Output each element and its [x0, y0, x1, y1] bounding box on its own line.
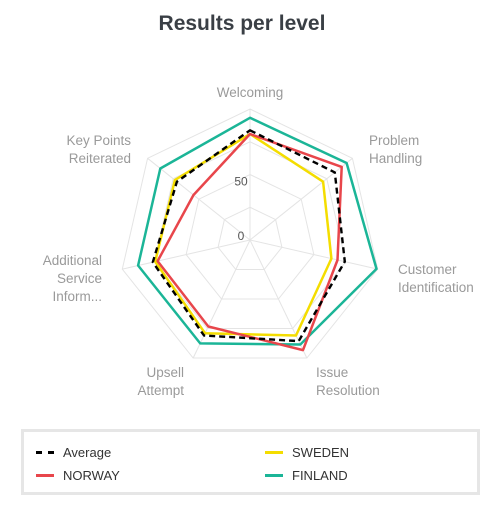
- axis-label-6: Additional Service Inform...: [43, 253, 102, 304]
- axis-label-4-line-1: Issue: [316, 365, 348, 380]
- grid-ring-3: [153, 141, 347, 330]
- axis-label-5-line-2: Attempt: [137, 383, 184, 398]
- axis-label-7-line-1: Key Points: [66, 133, 131, 148]
- legend-swatch-finland: [265, 474, 283, 477]
- axis-label-2-line-2: Handling: [369, 151, 422, 166]
- series-finland: [136, 116, 378, 346]
- legend-swatch-norway: [36, 474, 54, 477]
- axis-label-6-line-2: Service: [57, 271, 102, 286]
- axis-label-2-line-1: Problem: [369, 133, 419, 148]
- radar-series: [136, 116, 378, 352]
- tick-label-0: 0: [238, 229, 245, 243]
- series-average: [151, 129, 346, 343]
- legend-item-norway[interactable]: NORWAY: [36, 468, 120, 483]
- radar-ticks: 0 50: [234, 175, 248, 244]
- legend-label-norway: NORWAY: [63, 468, 120, 483]
- axis-label-6-line-1: Additional: [43, 253, 102, 268]
- axis-label-5: Upsell Attempt: [137, 365, 184, 398]
- grid-ring-4: [121, 108, 379, 359]
- spoke-6: [122, 239, 251, 270]
- legend-swatch-sweden: [265, 451, 283, 454]
- spoke-7: [147, 157, 251, 241]
- axis-label-6-line-3: Inform...: [52, 289, 102, 304]
- series-norway: [156, 132, 343, 352]
- legend-swatch-average: [36, 451, 54, 454]
- axis-label-4: Issue Resolution: [316, 365, 380, 398]
- axis-label-3: Customer Identification: [398, 262, 474, 295]
- axis-label-3-line-1: Customer: [398, 262, 457, 277]
- legend-item-finland[interactable]: FINLAND: [265, 468, 348, 483]
- axis-label-7-line-2: Reiterated: [69, 151, 131, 166]
- grid-ring-1: [217, 206, 283, 271]
- axis-label-4-line-2: Resolution: [316, 383, 380, 398]
- axis-label-7: Key Points Reiterated: [66, 133, 131, 166]
- axis-label-2: Problem Handling: [369, 133, 422, 166]
- spoke-4: [249, 239, 308, 359]
- spoke-3: [249, 239, 378, 270]
- radar-chart: 0 50 Welcoming Problem Handling Customer Iden…: [43, 85, 474, 398]
- radar-axis-labels: Welcoming Problem Handling Customer Identifi…: [43, 85, 474, 398]
- axis-label-3-line-2: Identification: [398, 280, 474, 295]
- legend-item-sweden[interactable]: SWEDEN: [265, 445, 349, 460]
- legend-label-average: Average: [63, 445, 112, 460]
- legend-item-average[interactable]: Average: [36, 445, 111, 460]
- tick-label-50: 50: [234, 175, 248, 189]
- series-sweden: [153, 132, 333, 337]
- grid-ring-2: [185, 173, 315, 300]
- axis-label-5-line-1: Upsell: [146, 365, 184, 380]
- chart-title: Results per level: [158, 12, 326, 35]
- radar-spokes: [122, 109, 378, 359]
- axis-label-1-line-1: Welcoming: [217, 85, 284, 100]
- radar-grid: [121, 108, 379, 359]
- legend-label-finland: FINLAND: [292, 468, 348, 483]
- chart-legend: Average SWEDEN NORWAY FINLAND: [21, 429, 480, 495]
- legend-label-sweden: SWEDEN: [292, 445, 350, 460]
- axis-label-1: Welcoming: [217, 85, 284, 100]
- spoke-5: [192, 239, 251, 359]
